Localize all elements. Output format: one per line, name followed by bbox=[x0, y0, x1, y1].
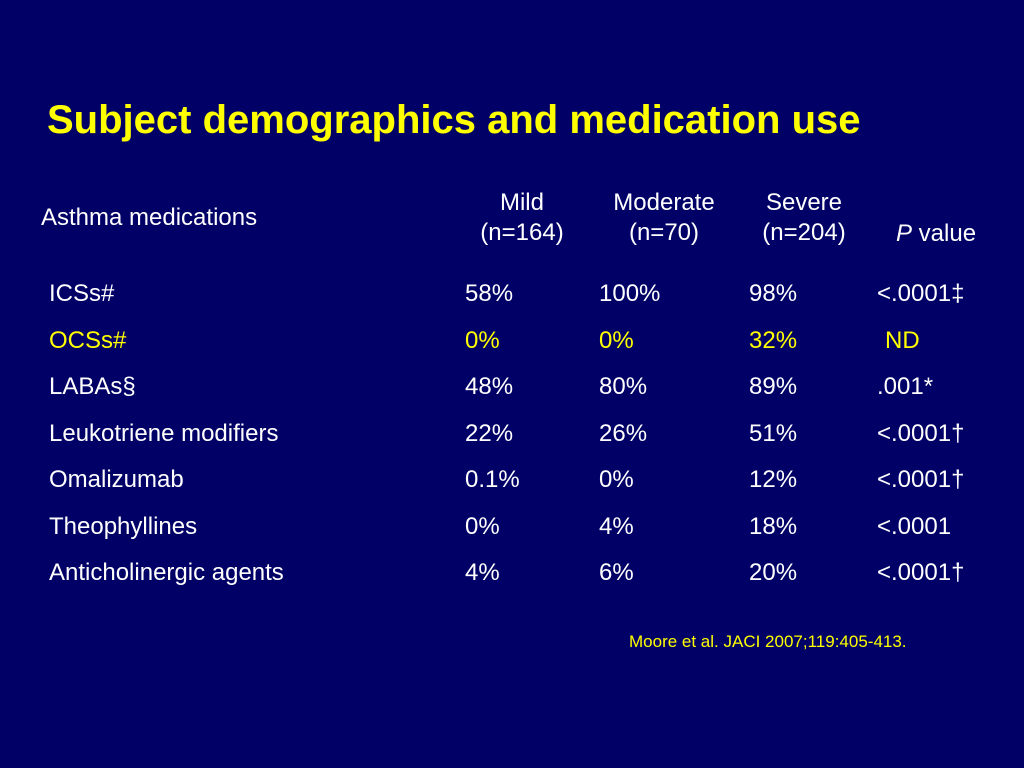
row-medication-name: Omalizumab bbox=[49, 466, 184, 493]
row-p-value: ND bbox=[885, 327, 920, 354]
table-row-labas: LABAs§ 48% 80% 89% .001* bbox=[0, 373, 1024, 413]
column-header-severe-title: Severe bbox=[765, 189, 843, 216]
table-row-omalizumab: Omalizumab 0.1% 0% 12% <.0001† bbox=[0, 466, 1024, 506]
row-severe-value: 20% bbox=[749, 559, 798, 586]
row-mild-value: 0% bbox=[465, 327, 500, 354]
table-row-theophyllines: Theophyllines 0% 4% 18% <.0001 bbox=[0, 513, 1024, 553]
row-medication-name: Leukotriene modifiers bbox=[49, 420, 279, 447]
column-header-mild-count: (n=164) bbox=[480, 219, 564, 246]
row-severe-value: 89% bbox=[749, 373, 798, 400]
column-header-p-value: P value bbox=[896, 219, 976, 249]
row-moderate-value: 6% bbox=[599, 559, 634, 586]
column-header-severe: Severe (n=204) bbox=[742, 188, 866, 248]
citation: Moore et al. JACI 2007;119:405-413. bbox=[629, 632, 907, 651]
row-medication-name: OCSs# bbox=[49, 327, 127, 354]
row-moderate-value: 0% bbox=[599, 466, 634, 493]
row-moderate-value: 4% bbox=[599, 513, 634, 540]
row-p-value: <.0001† bbox=[877, 466, 965, 493]
column-header-severe-count: (n=204) bbox=[762, 219, 846, 246]
row-p-value: <.0001† bbox=[877, 559, 965, 586]
p-value-label-rest: value bbox=[912, 220, 977, 247]
slide-title: Subject demographics and medication use bbox=[47, 98, 861, 142]
row-mild-value: 58% bbox=[465, 280, 514, 307]
column-header-moderate-count: (n=70) bbox=[628, 219, 700, 246]
row-moderate-value: 100% bbox=[599, 280, 661, 307]
row-moderate-value: 80% bbox=[599, 373, 648, 400]
row-mild-value: 22% bbox=[465, 420, 514, 447]
table-row-ocss: OCSs# 0% 0% 32% ND bbox=[0, 327, 1024, 367]
row-mild-value: 48% bbox=[465, 373, 514, 400]
table-row-anticholinergic-agents: Anticholinergic agents 4% 6% 20% <.0001† bbox=[0, 559, 1024, 599]
p-value-italic-label: P bbox=[896, 220, 913, 247]
table-row-icss: ICSs# 58% 100% 98% <.0001‡ bbox=[0, 280, 1024, 320]
row-severe-value: 18% bbox=[749, 513, 798, 540]
column-header-medications: Asthma medications bbox=[41, 204, 258, 231]
row-severe-value: 32% bbox=[749, 327, 798, 354]
table-row-leukotriene-modifiers: Leukotriene modifiers 22% 26% 51% <.0001… bbox=[0, 420, 1024, 460]
row-mild-value: 0% bbox=[465, 513, 500, 540]
row-medication-name: Theophyllines bbox=[49, 513, 198, 540]
row-medication-name: LABAs§ bbox=[49, 373, 136, 400]
row-severe-value: 98% bbox=[749, 280, 798, 307]
row-medication-name: Anticholinergic agents bbox=[49, 559, 284, 586]
row-p-value: <.0001 bbox=[877, 513, 952, 540]
column-header-mild-title: Mild bbox=[499, 189, 544, 216]
row-severe-value: 51% bbox=[749, 420, 798, 447]
row-mild-value: 4% bbox=[465, 559, 500, 586]
row-p-value: <.0001† bbox=[877, 420, 965, 447]
row-p-value: .001* bbox=[877, 373, 934, 400]
row-moderate-value: 0% bbox=[599, 327, 634, 354]
column-header-moderate-title: Moderate bbox=[613, 189, 715, 216]
row-moderate-value: 26% bbox=[599, 420, 648, 447]
row-p-value: <.0001‡ bbox=[877, 280, 965, 307]
row-mild-value: 0.1% bbox=[465, 466, 520, 493]
row-severe-value: 12% bbox=[749, 466, 798, 493]
row-medication-name: ICSs# bbox=[49, 280, 115, 307]
column-header-moderate: Moderate (n=70) bbox=[596, 188, 732, 248]
column-header-mild: Mild (n=164) bbox=[462, 188, 582, 248]
